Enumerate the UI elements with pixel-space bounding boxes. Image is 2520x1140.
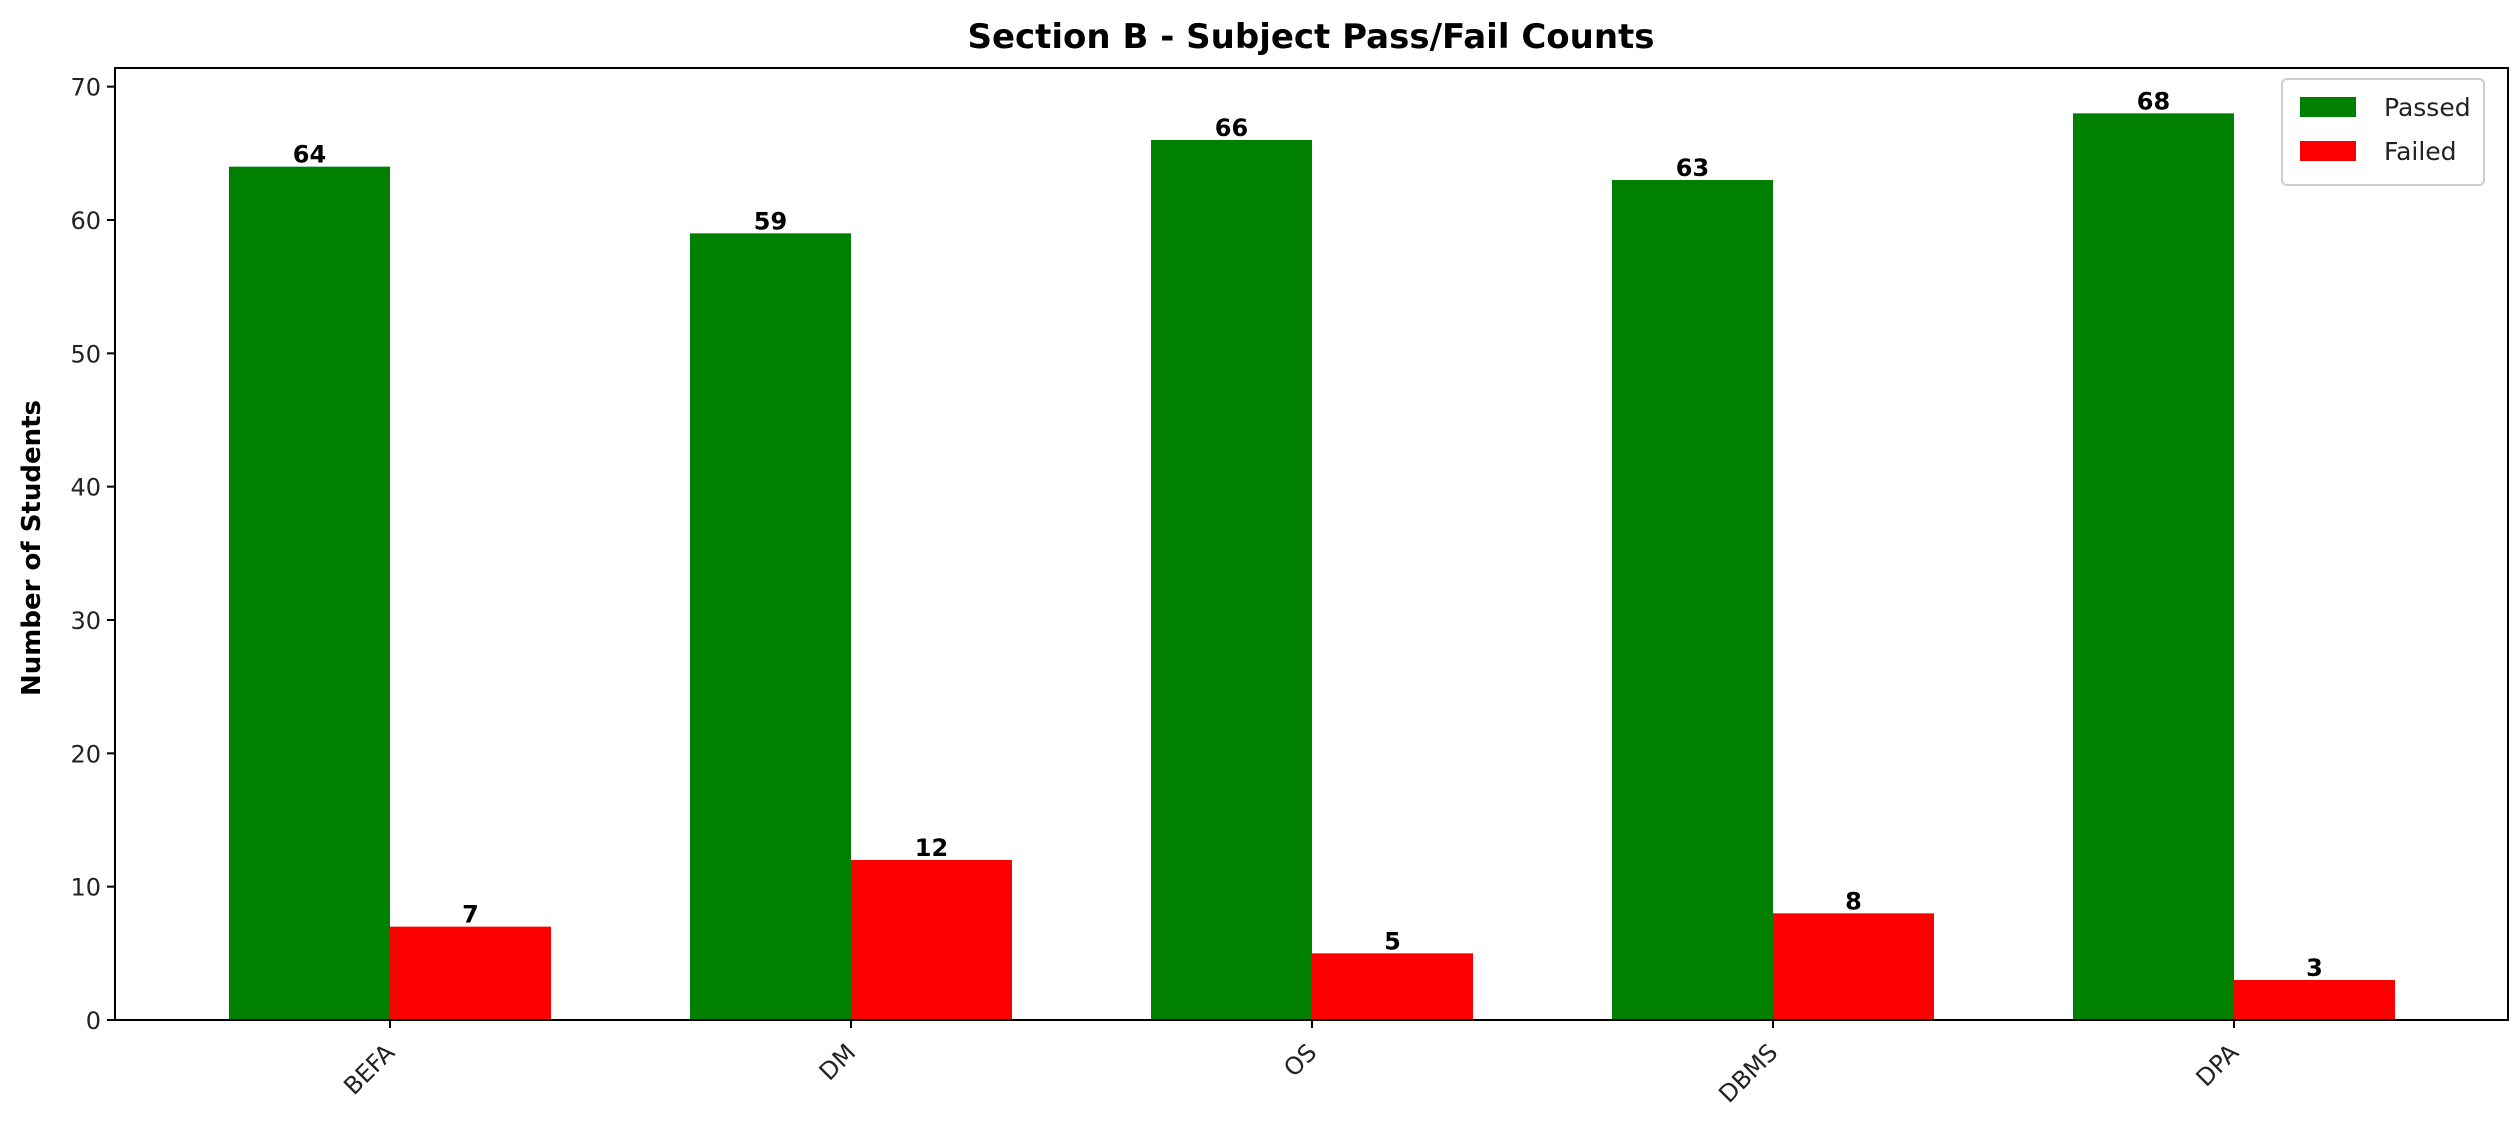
y-tick-label: 60 [70, 207, 101, 235]
x-tick-label-os: OS [1278, 1038, 1322, 1082]
legend-label-failed: Failed [2384, 137, 2457, 166]
y-tick-label: 20 [70, 740, 101, 768]
legend: Passed Failed [2281, 78, 2485, 186]
passed-bar-dbms [1612, 180, 1773, 1020]
bars-layer: 64 59 66 63 68 7 12 5 8 3 [229, 87, 2395, 1021]
failed-value-label: 12 [915, 834, 948, 862]
passed-bar-dm [690, 233, 851, 1021]
passed-bar-os [1151, 140, 1312, 1020]
y-tick-label: 40 [70, 474, 101, 502]
y-tick-label: 10 [70, 874, 101, 902]
legend-swatch-passed [2300, 97, 2356, 117]
failed-value-label: 5 [1384, 927, 1401, 955]
passed-value-label: 63 [1676, 154, 1709, 182]
y-axis-label: Number of Students [17, 400, 47, 696]
legend-label-passed: Passed [2384, 93, 2471, 122]
passed-value-label: 59 [754, 207, 787, 235]
passed-value-label: 64 [293, 141, 326, 169]
passed-bar-befa [229, 166, 390, 1020]
failed-value-label: 3 [2306, 954, 2323, 982]
passed-value-label: 66 [1215, 114, 1248, 142]
passed-value-label: 68 [2137, 87, 2170, 115]
y-tick-label: 70 [70, 74, 101, 102]
failed-value-label: 7 [462, 901, 479, 929]
x-tick-label-dbms: DBMS [1713, 1038, 1783, 1108]
x-tick-label-dm: DM [814, 1038, 862, 1086]
failed-bar-dbms [1773, 913, 1934, 1020]
y-tick-label: 0 [86, 1007, 101, 1035]
failed-bar-dm [851, 860, 1012, 1020]
legend-swatch-failed [2300, 141, 2356, 161]
y-tick-label: 30 [70, 607, 101, 635]
y-tick-label: 50 [70, 340, 101, 368]
x-tick-label-dpa: DPA [2191, 1038, 2245, 1092]
passed-bar-dpa [2073, 113, 2234, 1021]
failed-bar-os [1312, 953, 1473, 1020]
failed-value-label: 8 [1845, 887, 1862, 915]
chart-title: Section B - Subject Pass/Fail Counts [967, 17, 1654, 57]
x-tick-label-befa: BEFA [338, 1038, 400, 1100]
failed-bar-befa [390, 926, 551, 1020]
failed-bar-dpa [2234, 980, 2395, 1020]
